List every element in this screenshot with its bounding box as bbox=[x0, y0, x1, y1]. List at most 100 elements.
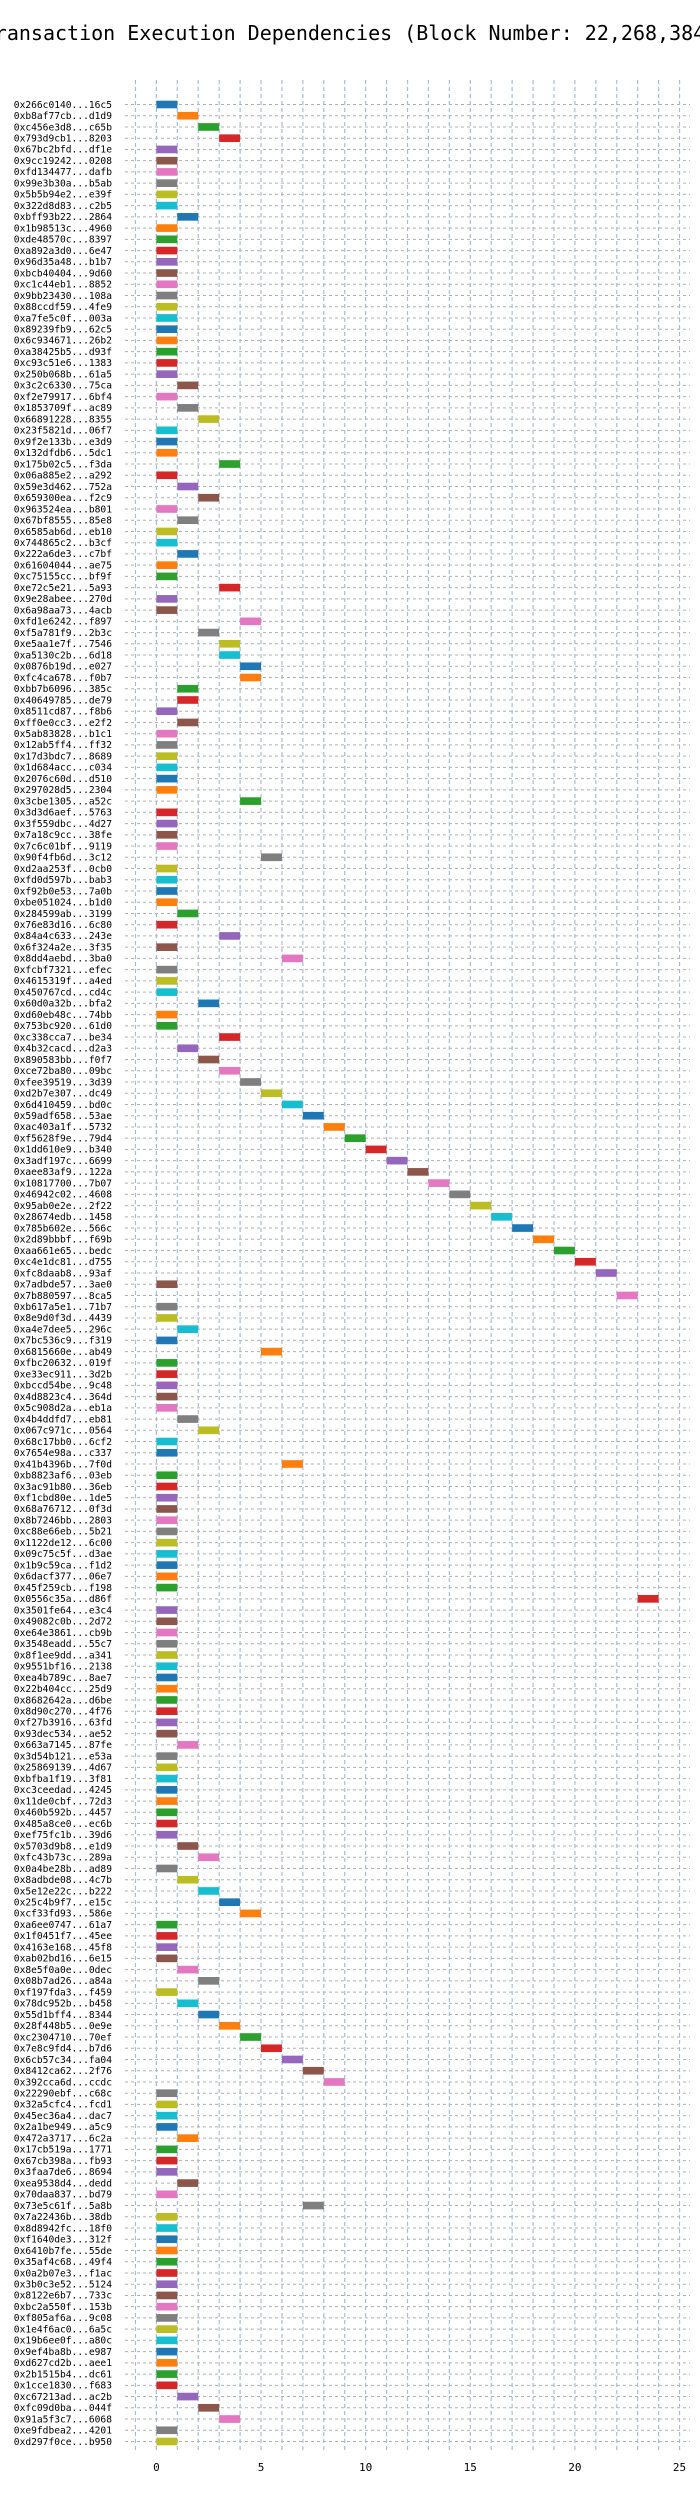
tx-hash-label: 0x4b4ddfd7...eb81 bbox=[14, 1414, 112, 1425]
tx-hash-label: 0xfee39519...3d39 bbox=[14, 1077, 112, 1088]
dependency-bar bbox=[156, 2111, 178, 2120]
tx-hash-label: 0xd2b7e307...dc49 bbox=[14, 1089, 112, 1100]
tx-hash-label: 0x7b880597...8ca5 bbox=[14, 1291, 112, 1302]
dependency-bar bbox=[156, 1830, 178, 1839]
tx-hash-label: 0xe33ec911...3d2b bbox=[14, 1369, 112, 1380]
tx-hash-label: 0x3d54b121...e53a bbox=[14, 1751, 112, 1762]
dependency-bar bbox=[281, 1100, 303, 1109]
dependency-bar bbox=[156, 527, 178, 536]
dependency-bar bbox=[219, 639, 241, 648]
tx-hash-label: 0xc67213ad...ac2b bbox=[14, 2392, 112, 2403]
tx-hash-label: 0x4163e168...45f8 bbox=[14, 1942, 112, 1953]
tx-hash-label: 0x5703d9b8...e1d9 bbox=[14, 1841, 112, 1852]
tx-hash-label: 0x297028d5...2304 bbox=[14, 785, 112, 796]
dependency-bar bbox=[156, 1606, 178, 1614]
tx-hash-label: 0xfc43b73c...289a bbox=[14, 1853, 112, 1864]
dependency-bar bbox=[156, 1359, 178, 1367]
dependency-bar bbox=[177, 1875, 199, 1884]
dependency-bar bbox=[177, 516, 199, 525]
dependency-bar bbox=[198, 1887, 220, 1895]
dependency-bar bbox=[156, 1527, 178, 1536]
dependency-bar bbox=[156, 347, 178, 356]
dependency-bar bbox=[156, 606, 178, 614]
tx-hash-label: 0x8d8942fc...18f0 bbox=[14, 2223, 112, 2234]
dependency-bar bbox=[156, 100, 178, 109]
tx-hash-label: 0x11de0cbf...72d3 bbox=[14, 1796, 112, 1807]
tx-hash-label: 0x22b404cc...25d9 bbox=[14, 1684, 112, 1695]
dependency-bar bbox=[156, 1684, 178, 1693]
tx-hash-label: 0x90f4fb6d...3c12 bbox=[14, 853, 112, 864]
dependency-bar bbox=[323, 2078, 345, 2086]
dependency-bar bbox=[177, 1741, 199, 1749]
dependency-bar bbox=[261, 2044, 282, 2053]
dependency-bar bbox=[219, 932, 241, 940]
dependency-bar bbox=[156, 2100, 178, 2109]
tx-hash-label: 0xd2aa253f...0cb0 bbox=[14, 864, 112, 875]
dependency-bar bbox=[156, 538, 178, 547]
tx-hash-label: 0x17cb519a...1771 bbox=[14, 2145, 112, 2156]
tx-hash-label: 0x7bc536c9...f319 bbox=[14, 1336, 112, 1347]
dependency-bar bbox=[156, 235, 178, 244]
dependency-bar bbox=[177, 718, 199, 727]
tx-hash-label: 0x3adf197c...6699 bbox=[14, 1156, 112, 1167]
tx-hash-label: 0xac403a1f...5732 bbox=[14, 1122, 112, 1133]
tx-hash-label: 0x88ccdf59...4fe9 bbox=[14, 302, 112, 313]
tx-hash-label: 0x1dd610e9...b340 bbox=[14, 1145, 112, 1156]
dependency-bar bbox=[156, 819, 178, 828]
x-tick-label: 0 bbox=[153, 2461, 160, 2474]
dependency-bar bbox=[219, 583, 241, 592]
tx-hash-label: 0xaee83af9...122a bbox=[14, 1167, 112, 1178]
dependency-bar bbox=[156, 257, 178, 266]
dependency-bar bbox=[156, 246, 178, 255]
dependency-bar bbox=[156, 977, 178, 985]
dependency-bar bbox=[156, 898, 178, 907]
dependency-bar bbox=[156, 437, 178, 446]
dependency-bar bbox=[156, 965, 178, 974]
tx-hash-label: 0x25c4b9f7...e15c bbox=[14, 1897, 112, 1908]
tx-hash-label: 0x322d8d83...c2b5 bbox=[14, 201, 112, 212]
dependency-bar bbox=[261, 1089, 282, 1098]
dependency-bar bbox=[156, 224, 178, 232]
tx-hash-label: 0x3548eadd...55c7 bbox=[14, 1639, 112, 1650]
tx-hash-label: 0xd60eb48c...74bb bbox=[14, 1010, 112, 1021]
tx-hash-label: 0x23f5821d...06f7 bbox=[14, 426, 112, 437]
dependency-bar bbox=[156, 2257, 178, 2266]
tx-hash-label: 0xfd134477...dafb bbox=[14, 167, 112, 178]
dependency-bar bbox=[156, 426, 178, 435]
tx-hash-label: 0xe72c5e21...5a93 bbox=[14, 583, 112, 594]
x-tick-label: 20 bbox=[568, 2461, 581, 2474]
tx-hash-label: 0x963524ea...b801 bbox=[14, 504, 112, 515]
tx-hash-label: 0xe9fdbea2...4201 bbox=[14, 2426, 112, 2437]
dependency-bar bbox=[156, 1572, 178, 1581]
dependency-bar bbox=[156, 1280, 178, 1289]
tx-hash-label: 0xc93c51e6...1383 bbox=[14, 358, 112, 369]
tx-hash-label: 0x2d89bbbf...f69b bbox=[14, 1235, 112, 1246]
dependency-bar bbox=[177, 2179, 199, 2187]
dependency-bar bbox=[156, 2437, 178, 2446]
tx-hash-label: 0x8b7246bb...2803 bbox=[14, 1515, 112, 1526]
tx-hash-label: 0x96d35a48...b1b7 bbox=[14, 257, 112, 268]
dependency-bar bbox=[156, 291, 178, 300]
tx-hash-label: 0x659300ea...f2c9 bbox=[14, 493, 112, 504]
tx-hash-label: 0x3cbe1305...a52c bbox=[14, 796, 112, 807]
tx-hash-label: 0x93dec534...ae52 bbox=[14, 1729, 112, 1740]
dependency-bar bbox=[156, 1864, 178, 1873]
tx-hash-label: 0xa5130c2b...6d18 bbox=[14, 650, 112, 661]
dependency-bar bbox=[156, 988, 178, 996]
tx-hash-label: 0x3b0c3e52...5124 bbox=[14, 2280, 112, 2291]
tx-hash-label: 0x785b602e...566c bbox=[14, 1223, 112, 1234]
tx-hash-label: 0x32a5cfc4...fcd1 bbox=[14, 2100, 112, 2111]
dependency-bar bbox=[177, 1965, 199, 1974]
dependency-bar bbox=[156, 1943, 178, 1951]
dependency-bar bbox=[156, 763, 178, 772]
dependency-bar bbox=[407, 1168, 429, 1176]
tx-hash-label: 0xea4b789c...8ae7 bbox=[14, 1673, 112, 1684]
tx-hash-label: 0xe5aa1e7f...7546 bbox=[14, 639, 112, 650]
tx-hash-label: 0xc2304710...70ef bbox=[14, 2032, 112, 2043]
tx-hash-label: 0x67bc2bfd...df1e bbox=[14, 145, 112, 156]
dependency-bar bbox=[177, 1415, 199, 1423]
tx-hash-label: 0x10817700...7b07 bbox=[14, 1178, 112, 1189]
tx-hash-label: 0x68a76712...0f3d bbox=[14, 1504, 112, 1515]
tx-hash-label: 0xb8af77cb...d1d9 bbox=[14, 111, 112, 122]
tx-hash-label: 0xd297f0ce...b950 bbox=[14, 2437, 112, 2448]
